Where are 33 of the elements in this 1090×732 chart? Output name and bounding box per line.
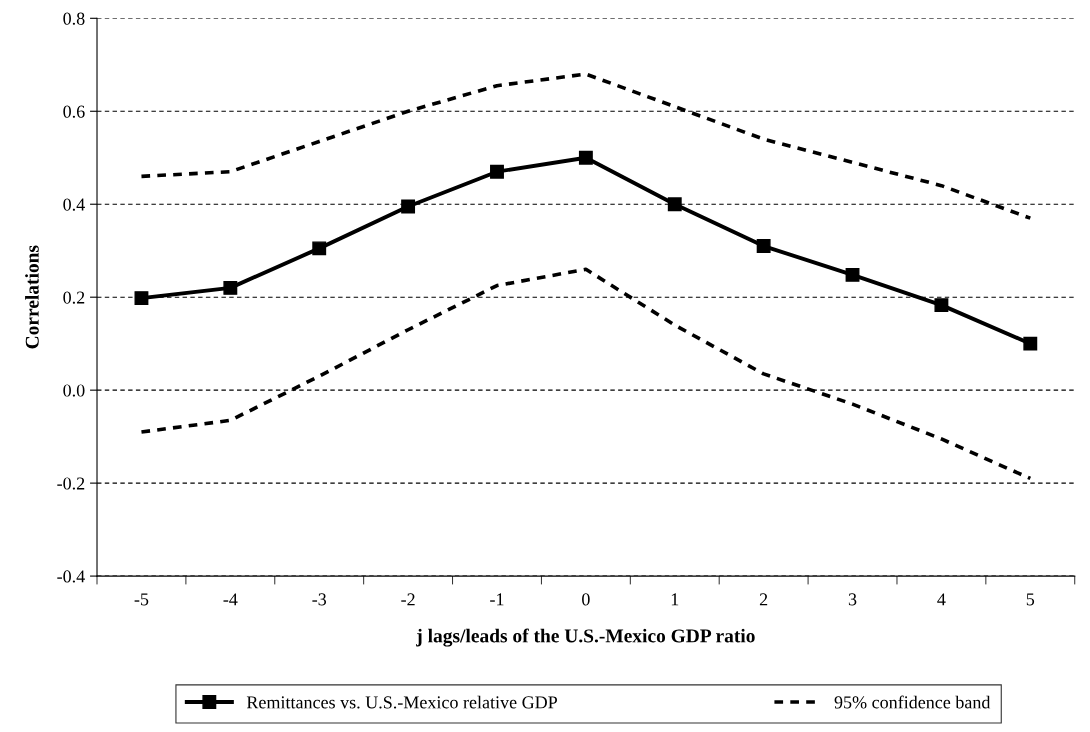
x-tick-label: 5	[1026, 593, 1035, 606]
y-tick-label: 0.0	[63, 384, 85, 397]
point	[223, 280, 238, 295]
x-tick-label: 0	[582, 593, 590, 606]
x-tick-label: 3	[848, 593, 857, 606]
point	[756, 239, 771, 254]
y-tick-label: -0.2	[57, 477, 85, 490]
x-tick-label: -3	[312, 593, 327, 606]
point	[1023, 336, 1038, 351]
x-tick-label: -5	[134, 593, 149, 606]
legend-label: 95% confidence band	[834, 695, 991, 709]
point	[934, 298, 949, 313]
point	[134, 291, 149, 306]
y-tick-label: 0.6	[63, 105, 85, 118]
x-tick-label: 1	[671, 593, 679, 606]
point	[490, 164, 504, 179]
point	[845, 267, 860, 282]
point	[312, 241, 327, 256]
y-tick-label: 0.8	[63, 12, 85, 25]
y-tick-label: 0.2	[63, 291, 85, 304]
point	[401, 199, 416, 214]
point	[667, 197, 682, 212]
y-tick-label: -0.4	[57, 570, 85, 583]
x-tick-label: -2	[401, 593, 415, 606]
x-axis-title: j lags/leads of the U.S.-Mexico GDP ratio	[416, 628, 755, 647]
legend-label: Remittances vs. U.S.-Mexico relative GDP	[246, 695, 558, 709]
x-tick-label: -1	[490, 593, 504, 606]
point	[578, 150, 593, 165]
y-tick-label: 0.4	[63, 198, 85, 211]
x-tick-label: 4	[937, 593, 946, 606]
x-tick-label: -4	[223, 593, 238, 606]
y-axis-title: Correlations	[25, 245, 39, 349]
x-tick-label: 2	[759, 593, 768, 606]
